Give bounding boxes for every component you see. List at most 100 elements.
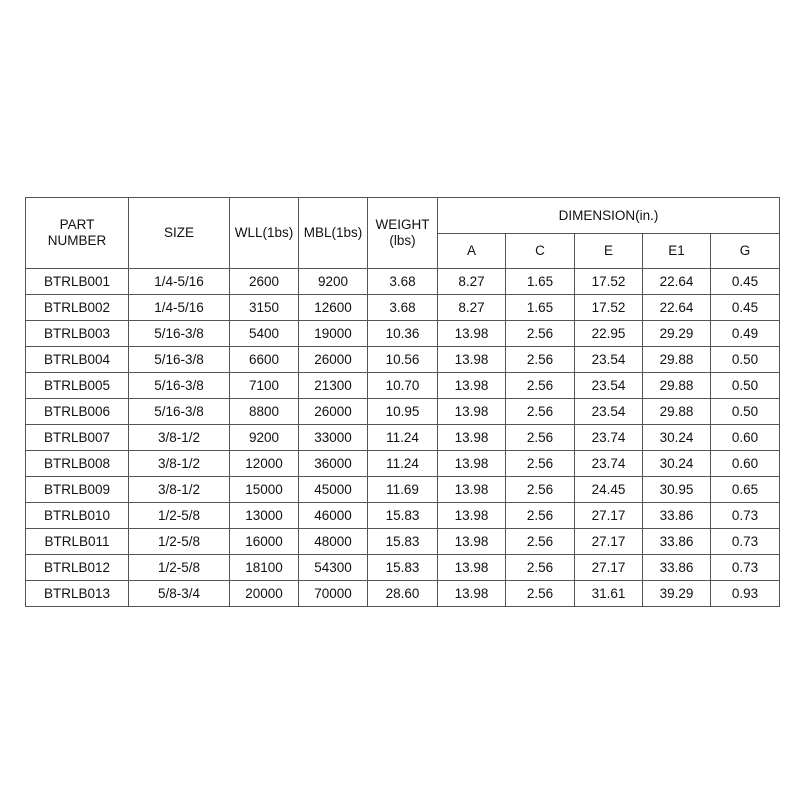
- table-cell: 27.17: [574, 502, 643, 529]
- table-cell: 39.29: [642, 580, 711, 607]
- table-cell: 0.93: [709, 580, 781, 607]
- table-row: BTRLB008 3/8-1/2 12000 36000 11.24 13.98 2.56 2…: [25, 450, 781, 477]
- table-cell: 12000: [229, 450, 299, 477]
- table-cell: 2.56: [505, 372, 575, 399]
- table-cell: 5/16-3/8: [128, 346, 230, 373]
- table-cell: 26000: [298, 346, 368, 373]
- table-cell: 33.86: [642, 502, 711, 529]
- table-cell: 7100: [229, 372, 299, 399]
- table-cell: 30.95: [642, 476, 711, 503]
- table-cell: 2.56: [505, 398, 575, 425]
- table-row: BTRLB007 3/8-1/2 9200 33000 11.24 13.98 2.56 23…: [25, 424, 781, 451]
- table-cell: BTRLB005: [25, 372, 129, 399]
- table-cell: 13.98: [437, 450, 506, 477]
- table-cell: 0.50: [709, 346, 781, 373]
- table-row: BTRLB010 1/2-5/8 13000 46000 15.83 13.98 2.56 2…: [25, 502, 781, 529]
- table-cell: 31.61: [574, 580, 643, 607]
- table-cell: 8800: [229, 398, 299, 425]
- table-cell: 6600: [229, 346, 299, 373]
- column-header: A: [437, 233, 506, 269]
- table-cell: 23.74: [574, 450, 643, 477]
- table-cell: BTRLB013: [25, 580, 129, 607]
- table-body: BTRLB001 1/4-5/16 2600 9200 3.68 8.27 1.65 17.5…: [25, 268, 781, 607]
- table-cell: 13.98: [437, 580, 506, 607]
- table-cell: 29.88: [642, 372, 711, 399]
- header-line: NUMBER: [47, 233, 107, 248]
- table-cell: 2.56: [505, 554, 575, 581]
- table-cell: 5/16-3/8: [128, 372, 230, 399]
- table-cell: 13000: [229, 502, 299, 529]
- table-cell: 30.24: [642, 424, 711, 451]
- header-line: (lbs): [389, 233, 416, 248]
- column-header: WEIGHT (lbs): [367, 197, 438, 269]
- table-cell: 45000: [298, 476, 368, 503]
- table-cell: 13.98: [437, 424, 506, 451]
- table-cell: BTRLB012: [25, 554, 129, 581]
- table-cell: 2.56: [505, 502, 575, 529]
- table-cell: 0.60: [709, 424, 781, 451]
- table-cell: 0.65: [709, 476, 781, 503]
- table-cell: 15.83: [367, 502, 438, 529]
- table-cell: BTRLB007: [25, 424, 129, 451]
- table-cell: 3.68: [367, 294, 438, 321]
- table-cell: 23.74: [574, 424, 643, 451]
- table-cell: 29.88: [642, 398, 711, 425]
- table-row: BTRLB002 1/4-5/16 3150 12600 3.68 8.27 1.65 17.…: [25, 294, 781, 321]
- table-cell: 33000: [298, 424, 368, 451]
- table-cell: 23.54: [574, 372, 643, 399]
- table-cell: 3/8-1/2: [128, 424, 230, 451]
- table-cell: 0.73: [709, 502, 781, 529]
- table-cell: 1/4-5/16: [128, 268, 230, 295]
- table-cell: 0.73: [709, 528, 781, 555]
- table-cell: 19000: [298, 320, 368, 347]
- table-cell: 48000: [298, 528, 368, 555]
- table-cell: 27.17: [574, 528, 643, 555]
- table-cell: 28.60: [367, 580, 438, 607]
- table-cell: 2.56: [505, 424, 575, 451]
- table-cell: 5/16-3/8: [128, 320, 230, 347]
- table-cell: 33.86: [642, 528, 711, 555]
- table-cell: 54300: [298, 554, 368, 581]
- table-cell: 16000: [229, 528, 299, 555]
- table-cell: 11.69: [367, 476, 438, 503]
- table-cell: 12600: [298, 294, 368, 321]
- table-cell: 27.17: [574, 554, 643, 581]
- header-line: MBL(1bs): [303, 225, 363, 240]
- table-cell: 13.98: [437, 398, 506, 425]
- table-cell: 10.56: [367, 346, 438, 373]
- table-cell: 2.56: [505, 528, 575, 555]
- table-cell: 2.56: [505, 320, 575, 347]
- header-row: A C E E1 G: [26, 233, 781, 269]
- table-row: BTRLB006 5/16-3/8 8800 26000 10.95 13.98 2.56 2…: [25, 398, 781, 425]
- table-cell: 5400: [229, 320, 299, 347]
- table-cell: 33.86: [642, 554, 711, 581]
- table-cell: BTRLB006: [25, 398, 129, 425]
- table-cell: BTRLB003: [25, 320, 129, 347]
- table-cell: 0.50: [709, 372, 781, 399]
- table-cell: 3/8-1/2: [128, 450, 230, 477]
- group-header: DIMENSION(in.): [436, 197, 781, 234]
- table-row: BTRLB012 1/2-5/8 18100 54300 15.83 13.98 2.56 2…: [25, 554, 781, 581]
- table-cell: 1/2-5/8: [128, 528, 230, 555]
- header-line: PART: [59, 217, 95, 232]
- table-cell: 17.52: [574, 294, 643, 321]
- table-cell: 11.24: [367, 450, 438, 477]
- column-header: C: [505, 233, 575, 269]
- table-row: BTRLB011 1/2-5/8 16000 48000 15.83 13.98 2.56 2…: [25, 528, 781, 555]
- table-cell: 29.29: [642, 320, 711, 347]
- table-cell: 2.56: [505, 476, 575, 503]
- table-cell: 18100: [229, 554, 299, 581]
- table-cell: 10.95: [367, 398, 438, 425]
- table-cell: BTRLB011: [25, 528, 129, 555]
- table-cell: 5/8-3/4: [128, 580, 230, 607]
- column-header: PART NUMBER: [25, 197, 129, 269]
- table-cell: BTRLB008: [25, 450, 129, 477]
- table-cell: 70000: [298, 580, 368, 607]
- table-cell: 23.54: [574, 346, 643, 373]
- table-row: BTRLB003 5/16-3/8 5400 19000 10.36 13.98 2.56 2…: [25, 320, 781, 347]
- table-cell: BTRLB010: [25, 502, 129, 529]
- table-cell: 13.98: [437, 476, 506, 503]
- table-cell: 21300: [298, 372, 368, 399]
- table-cell: 15000: [229, 476, 299, 503]
- table-cell: 11.24: [367, 424, 438, 451]
